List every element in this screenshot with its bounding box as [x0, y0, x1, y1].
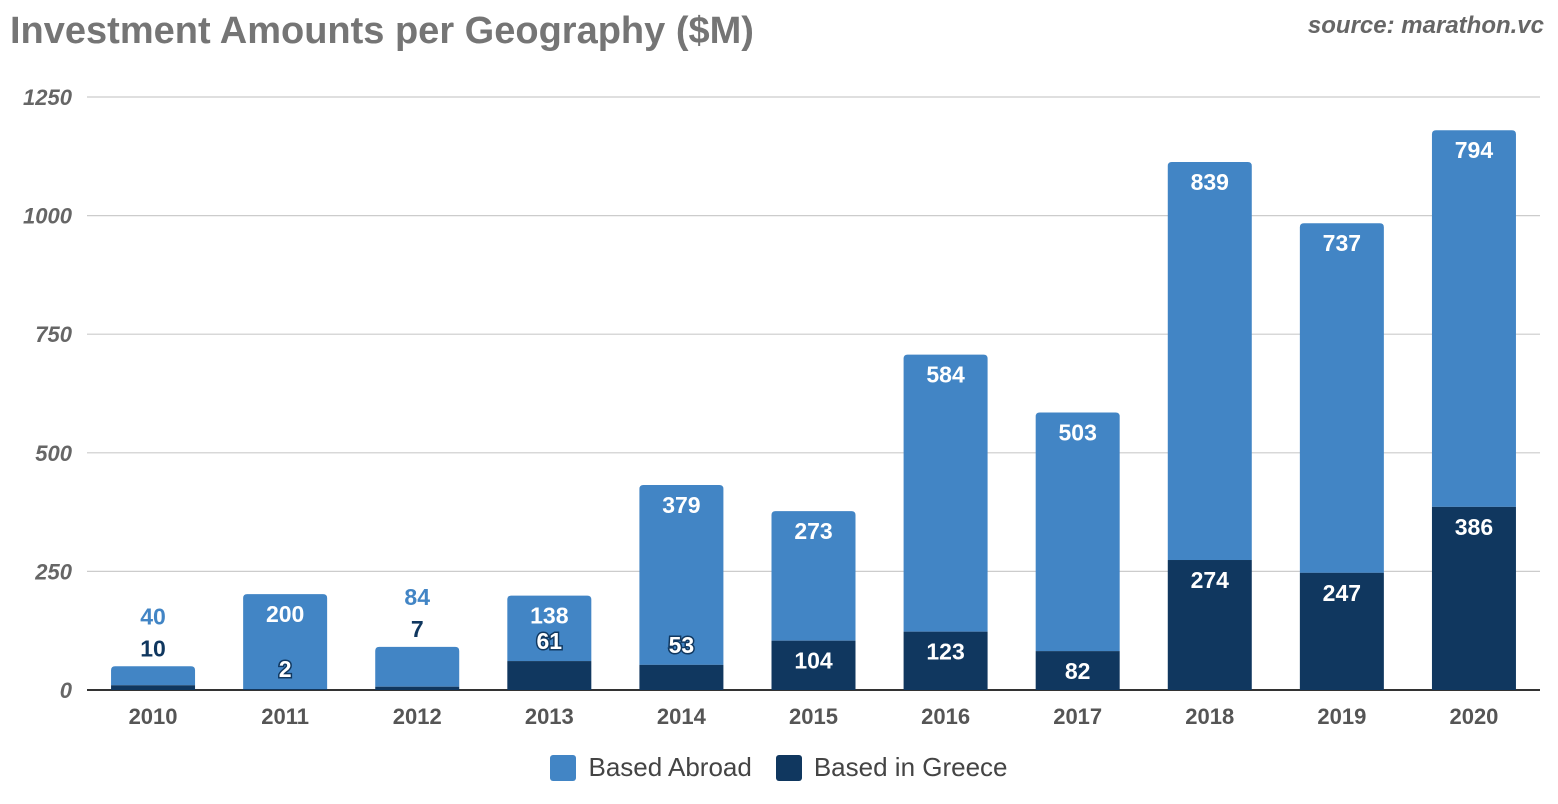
bar-based-in-greece — [375, 686, 460, 690]
data-label-based-abroad: 839 — [1191, 169, 1229, 195]
data-label-based-abroad: 40 — [140, 603, 166, 629]
x-tick-label: 2014 — [657, 704, 707, 729]
x-tick-label: 2010 — [129, 704, 178, 729]
bar-based-in-greece — [903, 631, 988, 690]
bar-based-abroad — [1035, 412, 1120, 652]
data-label-based-in-greece: 104 — [794, 648, 833, 674]
bar-based-abroad — [639, 485, 724, 665]
x-tick-label: 2020 — [1449, 704, 1498, 729]
bar-based-in-greece — [111, 685, 196, 690]
legend-swatch-based-abroad — [550, 754, 577, 781]
data-label-based-in-greece: 7 — [411, 616, 424, 642]
legend-swatch-based-in-greece — [775, 754, 802, 781]
bar-based-in-greece — [507, 661, 592, 690]
data-label-based-in-greece: 61 — [537, 628, 563, 654]
data-label-based-abroad: 84 — [404, 584, 430, 610]
bar-based-abroad — [903, 354, 988, 632]
data-label-based-abroad: 379 — [662, 492, 700, 518]
bar-based-in-greece — [243, 689, 328, 690]
data-label-based-abroad: 273 — [794, 518, 832, 544]
source-note: source: marathon.vc — [1307, 12, 1544, 39]
bar-based-abroad — [1431, 130, 1516, 507]
data-label-based-abroad: 737 — [1323, 230, 1361, 256]
legend-label-based-abroad: Based Abroad — [588, 752, 752, 782]
x-tick-label: 2012 — [393, 704, 442, 729]
data-label-based-in-greece: 82 — [1065, 658, 1091, 684]
y-tick-label: 250 — [34, 559, 72, 584]
x-tick-label: 2017 — [1053, 704, 1102, 729]
bar-based-in-greece — [1431, 506, 1516, 690]
legend: Based Abroad Based in Greece — [0, 752, 1558, 783]
x-tick-label: 2018 — [1185, 704, 1234, 729]
bar-based-abroad — [243, 594, 328, 690]
legend-item-based-in-greece: Based in Greece — [775, 752, 1008, 783]
data-label-based-in-greece: 2 — [279, 656, 292, 682]
data-label-based-abroad: 138 — [530, 603, 569, 629]
bar-based-abroad — [375, 646, 460, 687]
x-tick-label: 2015 — [789, 704, 838, 729]
data-label-based-abroad: 794 — [1455, 137, 1494, 163]
data-label-based-abroad: 503 — [1058, 419, 1096, 445]
data-label-based-abroad: 200 — [266, 601, 304, 627]
bar-based-abroad — [1299, 223, 1384, 573]
bar-based-abroad — [111, 666, 196, 686]
bar-based-in-greece — [1299, 572, 1384, 690]
y-tick-label: 1000 — [23, 204, 73, 229]
bar-based-in-greece — [1167, 560, 1252, 690]
y-tick-label: 750 — [35, 322, 72, 347]
x-tick-label: 2016 — [921, 704, 970, 729]
x-tick-label: 2011 — [261, 704, 309, 729]
x-tick-label: 2013 — [525, 704, 574, 729]
chart-title: Investment Amounts per Geography ($M) — [10, 10, 754, 52]
bar-based-abroad — [507, 595, 592, 662]
y-tick-label: 0 — [60, 678, 73, 703]
data-label-based-abroad: 584 — [926, 362, 965, 388]
legend-item-based-abroad: Based Abroad — [550, 752, 752, 783]
data-label-based-in-greece: 386 — [1455, 514, 1493, 540]
data-label-based-in-greece: 123 — [926, 639, 964, 665]
data-label-based-in-greece: 274 — [1191, 567, 1230, 593]
bar-based-in-greece — [771, 640, 856, 690]
y-tick-label: 500 — [35, 441, 72, 466]
data-label-based-in-greece: 53 — [669, 632, 695, 658]
bar-based-in-greece — [639, 664, 724, 690]
bar-based-in-greece — [1035, 651, 1120, 690]
bar-based-abroad — [771, 511, 856, 641]
x-tick-label: 2019 — [1317, 704, 1366, 729]
y-tick-label: 1250 — [23, 85, 73, 110]
data-label-based-in-greece: 10 — [140, 635, 166, 661]
bar-based-abroad — [1167, 161, 1252, 561]
data-label-based-in-greece: 247 — [1323, 580, 1361, 606]
legend-label-based-in-greece: Based in Greece — [813, 752, 1008, 782]
